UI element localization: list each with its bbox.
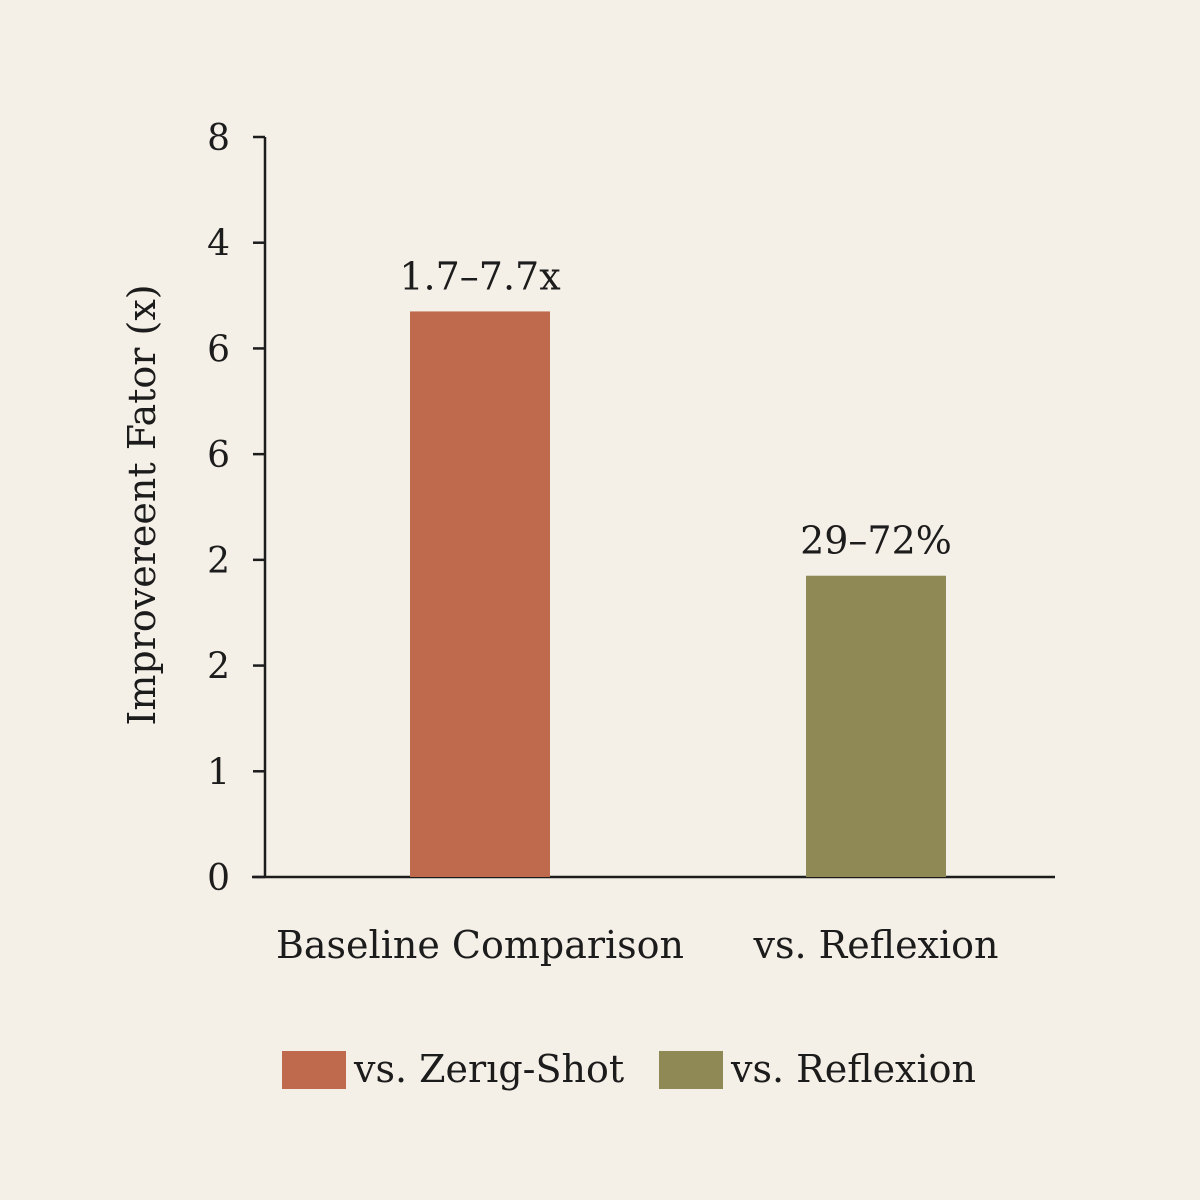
legend-swatch (659, 1051, 723, 1089)
y-tick-label: 0 (207, 858, 230, 899)
y-tick-label: 6 (207, 329, 230, 370)
bar-data-label: 1.7–7.7x (399, 254, 560, 298)
x-category-label: Baseline Comparison (276, 923, 684, 967)
bars: 1.7–7.7x 29–72% (399, 254, 952, 877)
y-tick-label: 8 (207, 118, 230, 159)
legend-label: vs. Zerıg-Shot (353, 1047, 624, 1091)
legend: vs. Zerıg-Shot vs. Reflexion (282, 1047, 976, 1091)
y-axis-label: Improvereent Fator (x) (120, 284, 164, 725)
y-tick-label: 6 (207, 435, 230, 476)
x-category-label: vs. Reflexion (753, 923, 999, 967)
y-axis: 8 4 6 6 2 2 1 0 (207, 118, 267, 899)
legend-label: vs. Reflexion (730, 1047, 976, 1091)
y-tick-label: 2 (207, 541, 230, 582)
legend-swatch (282, 1051, 346, 1089)
bar-1 (410, 311, 550, 877)
y-tick-label: 1 (207, 752, 230, 793)
bar-data-label: 29–72% (800, 519, 952, 563)
bar-2 (806, 575, 946, 877)
x-axis-labels: Baseline Comparison vs. Reflexion (276, 923, 999, 967)
y-tick-label: 2 (207, 647, 230, 688)
y-tick-label: 4 (207, 224, 230, 265)
